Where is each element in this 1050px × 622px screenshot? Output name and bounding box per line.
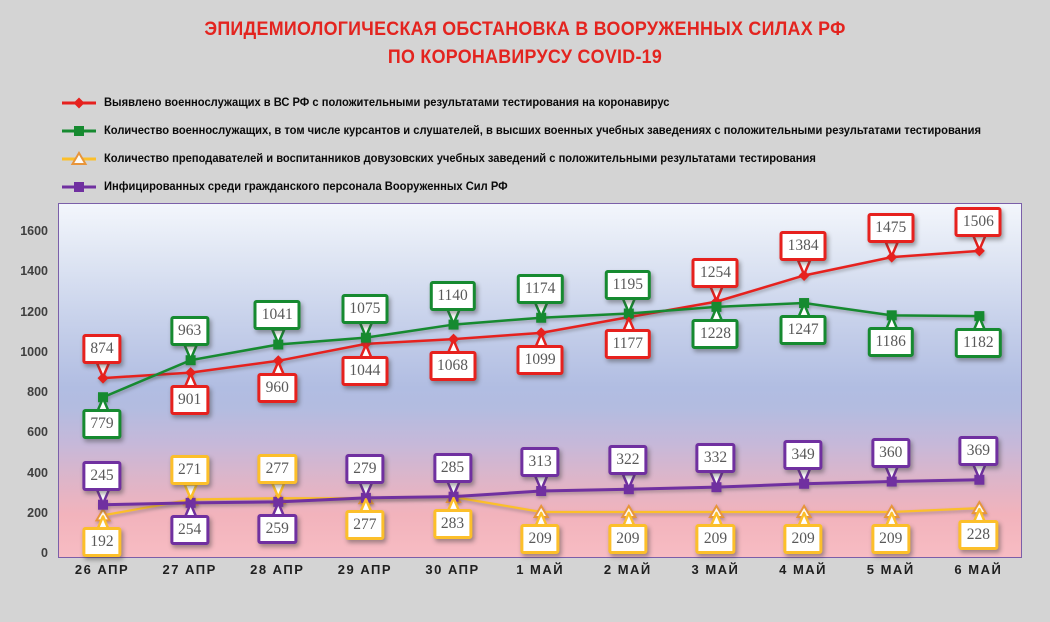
red-diamond-line-icon (62, 97, 96, 109)
x-tick-label: 6 МАЙ (954, 562, 1003, 577)
y-tick-label: 1400 (20, 264, 48, 279)
marker-civilian-staff-legend (74, 182, 84, 192)
data-label-tail (95, 361, 111, 379)
chart-title: ЭПИДЕМИОЛОГИЧЕСКАЯ ОБСТАНОВКА В ВООРУЖЕН… (32, 16, 1019, 72)
x-tick-label: 29 АПР (337, 562, 393, 577)
data-label-tail (796, 259, 812, 276)
marker-pre-university-legend (70, 151, 88, 165)
y-tick-label: 1600 (20, 224, 48, 238)
x-tick-label: 5 МАЙ (866, 562, 915, 577)
data-label-tail (271, 482, 286, 499)
yellow-triangle-line-icon (62, 151, 96, 165)
x-tick-label: 4 МАЙ (779, 562, 828, 577)
marker-confirmed-servicemen-legend (73, 97, 85, 109)
x-tick-label: 3 МАЙ (691, 562, 740, 577)
data-label-tail (884, 240, 899, 258)
y-tick-label: 400 (27, 465, 48, 480)
purple-square-line-icon (62, 182, 96, 192)
x-tick-label: 26 АПР (74, 562, 130, 577)
x-tick-label: 30 АПР (425, 562, 480, 577)
legend-label: Выявлено военнослужащих в ВС РФ с положи… (104, 97, 670, 109)
legend-item-confirmed-servicemen: Выявлено военнослужащих в ВС РФ с положи… (62, 89, 1008, 117)
legend-label: Инфицированных среди гражданского персон… (104, 181, 508, 193)
data-label-tail (446, 338, 461, 356)
plot-area (58, 203, 1022, 558)
data-label-tail (183, 483, 198, 500)
marker-military-schools-legend (74, 126, 84, 136)
data-label-tail (183, 372, 198, 389)
legend-item-pre-university: Количество преподавателей и воспитаннико… (62, 145, 1008, 173)
legend-item-civilian-staff: Инфицированных среди гражданского персон… (62, 173, 1008, 201)
chart-title-line-2: ПО КОРОНАВИРУСУ COVID-19 (387, 47, 663, 68)
data-label-tail (709, 285, 724, 302)
x-tick-label: 2 МАЙ (603, 562, 652, 577)
data-label-tail (621, 316, 637, 334)
data-label-tail (533, 332, 549, 350)
green-square-line-icon (62, 126, 96, 136)
x-tick-label: 1 МАЙ (516, 562, 565, 577)
legend-label: Количество преподавателей и воспитаннико… (104, 153, 816, 165)
y-tick-label: 0 (41, 546, 48, 560)
data-label-tail (358, 343, 374, 361)
chart-plot-svg (94, 234, 988, 532)
label-tails (95, 234, 987, 532)
chart-title-line-1: ЭПИДЕМИОЛОГИЧЕСКАЯ ОБСТАНОВКА В ВООРУЖЕН… (204, 19, 846, 40)
y-tick-label: 600 (27, 425, 48, 440)
legend-item-military-schools: Количество военнослужащих, в том числе к… (62, 117, 1008, 145)
x-tick-label: 28 АПР (250, 562, 305, 577)
data-label-tail (271, 360, 286, 378)
y-tick-label: 200 (27, 505, 48, 520)
legend-label: Количество военнослужащих, в том числе к… (104, 125, 981, 137)
y-tick-label: 1000 (20, 344, 48, 359)
x-tick-label: 27 АПР (162, 562, 217, 577)
y-tick-label: 800 (27, 385, 48, 399)
data-label-tail (972, 234, 987, 252)
chart-legend: Выявлено военнослужащих в ВС РФ с положи… (62, 89, 1008, 201)
y-tick-label: 1200 (20, 304, 48, 319)
